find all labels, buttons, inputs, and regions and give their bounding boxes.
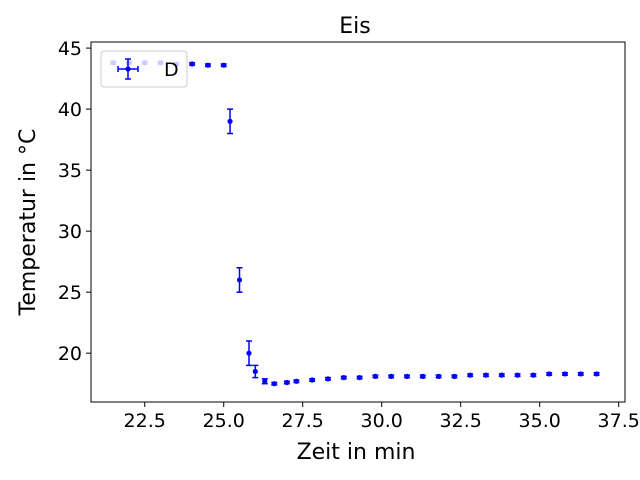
data-point <box>340 374 347 381</box>
data-point <box>245 340 252 367</box>
y-tick-label: 45 <box>58 38 82 60</box>
point-marker <box>451 373 457 379</box>
legend: D <box>100 50 188 88</box>
point-marker <box>546 371 552 377</box>
x-tick-label: 30.0 <box>361 410 403 432</box>
x-tick-label: 37.5 <box>598 410 640 432</box>
point-marker <box>420 373 426 379</box>
legend-box <box>100 50 188 88</box>
data-point <box>189 61 196 67</box>
point-marker <box>284 379 290 386</box>
data-point <box>514 372 521 378</box>
point-marker <box>435 373 442 379</box>
point-marker <box>372 373 378 379</box>
point-marker <box>227 118 233 124</box>
data-point <box>546 371 553 377</box>
data-point <box>261 378 268 385</box>
x-axis-title: Zeit in min <box>297 440 416 465</box>
data-point <box>419 373 426 379</box>
point-marker <box>562 371 568 377</box>
data-point <box>356 374 363 381</box>
x-tick-label: 27.5 <box>282 410 324 432</box>
data-point <box>403 373 410 379</box>
data-point <box>467 372 474 378</box>
data-point <box>498 372 505 378</box>
data-point <box>577 371 584 377</box>
point-marker <box>252 368 258 375</box>
y-tick-label: 20 <box>58 343 82 365</box>
point-marker <box>293 378 299 384</box>
y-axis-title: Temperatur in °C <box>16 129 41 317</box>
data-point <box>271 381 278 387</box>
x-tick-label: 32.5 <box>440 410 482 432</box>
point-marker <box>578 371 584 377</box>
data-point <box>220 62 227 68</box>
point-marker <box>236 277 243 283</box>
x-axis: 22.5 25.0 27.5 30.0 32.5 35.0 37.5 <box>124 402 640 432</box>
data-point <box>372 373 379 379</box>
y-tick-label: 30 <box>58 221 82 243</box>
point-marker <box>271 381 277 387</box>
y-tick-label: 40 <box>58 99 82 121</box>
legend-marker <box>117 58 139 80</box>
x-tick-label: 25.0 <box>203 410 245 432</box>
data-point <box>309 377 316 383</box>
point-marker <box>514 372 521 378</box>
x-tick-label: 35.0 <box>519 410 561 432</box>
point-marker <box>530 372 536 378</box>
y-tick-label: 35 <box>58 160 82 182</box>
legend-label: D <box>164 59 179 81</box>
data-point <box>451 373 458 379</box>
plot-area: 22.5 25.0 27.5 30.0 32.5 35.0 37.5 20 25 30 35 40 4… <box>58 38 640 432</box>
point-marker <box>483 372 489 378</box>
data-point <box>482 372 489 378</box>
data-point <box>324 376 331 382</box>
data-point <box>435 373 442 379</box>
y-axis: 20 25 30 35 40 45 <box>58 38 91 365</box>
point-marker <box>246 350 252 356</box>
point-marker <box>325 376 331 382</box>
point-marker <box>467 372 473 378</box>
point-marker <box>221 62 227 68</box>
point-marker <box>262 378 268 384</box>
point-marker <box>499 372 505 378</box>
data-point <box>293 378 300 384</box>
data-point <box>283 379 290 386</box>
plot-frame <box>90 41 626 403</box>
x-tick-label: 22.5 <box>124 410 166 432</box>
data-point <box>204 62 211 68</box>
legend-point <box>125 66 131 72</box>
point-marker <box>593 371 600 377</box>
point-marker <box>309 377 315 383</box>
point-marker <box>189 61 195 67</box>
data-point <box>388 373 395 379</box>
data-point <box>227 108 234 135</box>
point-marker <box>356 374 363 381</box>
point-marker <box>404 373 410 379</box>
point-marker <box>388 373 394 379</box>
data-point <box>530 372 537 378</box>
series-layer <box>110 60 600 387</box>
y-tick-label: 25 <box>58 282 82 304</box>
data-point <box>593 371 600 377</box>
data-point <box>252 364 259 379</box>
point-marker <box>341 374 347 381</box>
point-marker <box>205 62 211 68</box>
chart-title: Eis <box>339 14 370 39</box>
data-point <box>236 267 243 293</box>
data-point <box>561 371 568 377</box>
